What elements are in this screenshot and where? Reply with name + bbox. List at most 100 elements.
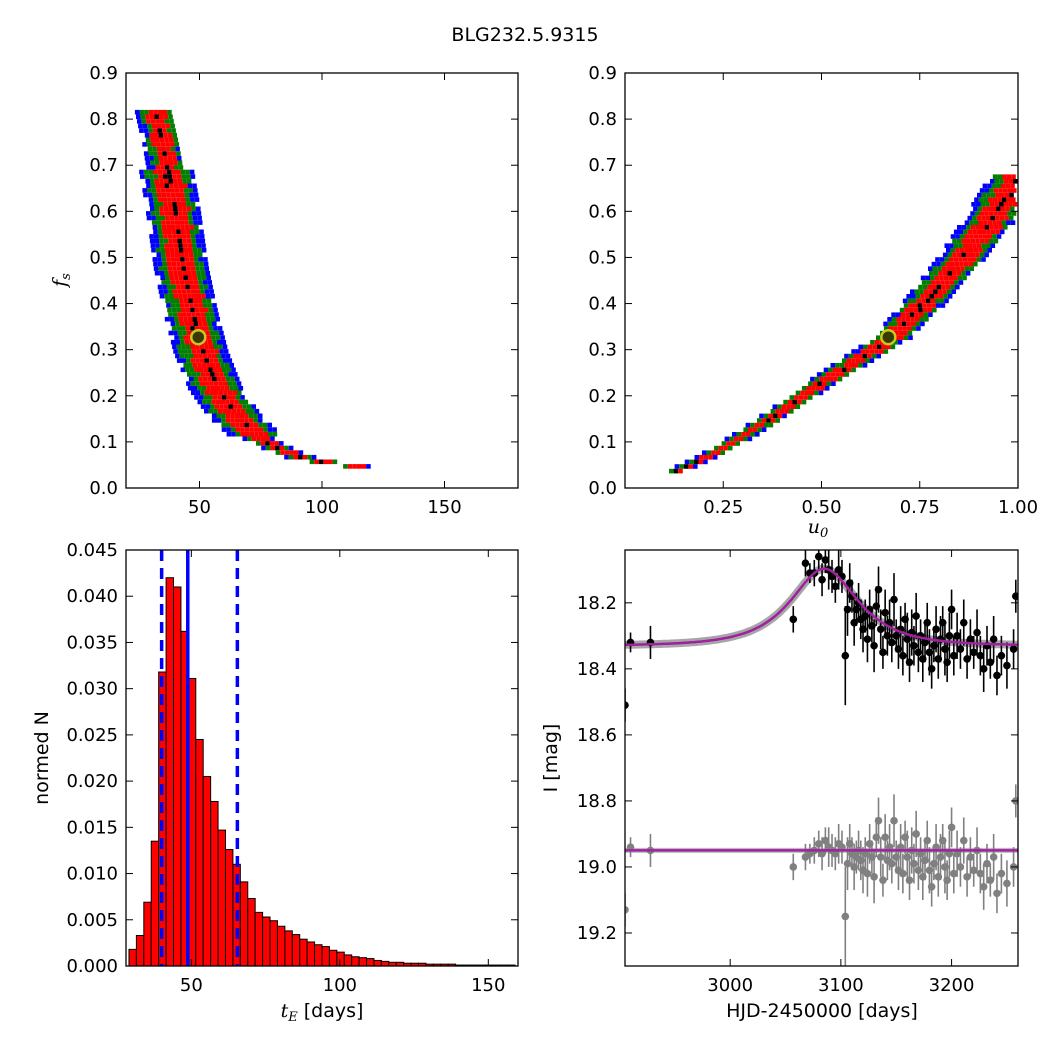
density-cell — [216, 413, 222, 419]
density-cell — [201, 247, 207, 253]
density-cell — [688, 464, 693, 469]
density-cell — [959, 234, 965, 239]
density-cell — [361, 464, 367, 469]
density-cell — [214, 372, 220, 377]
density-cell — [893, 340, 898, 345]
density-cell — [217, 326, 223, 331]
residual-point — [870, 873, 878, 881]
residual-point — [956, 863, 965, 871]
histogram-bar — [254, 911, 264, 967]
density-cell — [931, 280, 936, 285]
density-cell — [969, 220, 974, 225]
density-cell — [145, 137, 151, 143]
density-cell — [196, 372, 201, 377]
density-cell — [817, 381, 822, 386]
density-cell — [931, 261, 937, 267]
density-cell — [189, 224, 194, 230]
density-cell — [170, 192, 176, 198]
density-cell — [182, 238, 187, 244]
residual-point — [989, 853, 998, 861]
density-cell — [189, 321, 194, 327]
density-cell — [221, 339, 227, 345]
density-cell — [807, 395, 813, 400]
density-cell — [211, 353, 217, 359]
density-cell — [201, 385, 207, 391]
histogram-bar — [343, 954, 353, 967]
density-cell — [743, 436, 748, 442]
density-cell — [952, 238, 957, 244]
residual-point — [874, 816, 883, 825]
density-cell — [147, 188, 152, 193]
density-cell — [195, 358, 200, 363]
density-cell — [171, 224, 176, 230]
density-cell — [215, 335, 221, 340]
density-cell — [170, 123, 175, 129]
density-cell — [801, 386, 807, 391]
density-cell — [196, 293, 202, 299]
density-cell — [184, 224, 190, 230]
density-cell — [981, 229, 987, 235]
density-cell — [828, 367, 833, 373]
density-cell — [189, 280, 194, 285]
density-cell — [993, 225, 999, 230]
density-cell — [929, 271, 934, 276]
density-cell — [244, 418, 249, 423]
data-point — [870, 641, 878, 650]
density-cell — [150, 160, 155, 166]
density-cell — [184, 303, 190, 308]
density-cell — [932, 266, 938, 271]
density-cell — [167, 289, 173, 294]
data-point — [943, 658, 951, 667]
density-cell — [193, 220, 198, 225]
density-cell — [967, 229, 973, 235]
density-cell — [207, 339, 213, 345]
density-cell — [782, 413, 787, 419]
density-cell — [159, 270, 164, 276]
density-cell — [997, 197, 1002, 202]
density-cell — [969, 234, 974, 239]
density-cell — [952, 252, 957, 258]
density-cell — [174, 142, 180, 147]
density-cell — [272, 431, 278, 437]
data-point — [801, 559, 810, 568]
density-cell — [188, 353, 194, 359]
density-cell — [860, 358, 865, 363]
density-cell — [195, 312, 201, 317]
density-cell — [1005, 206, 1010, 212]
density-cell — [254, 408, 260, 414]
density-cell — [195, 390, 201, 396]
density-cell — [153, 169, 158, 175]
density-cell — [153, 229, 158, 235]
density-cell — [925, 275, 930, 281]
data-point — [969, 648, 978, 657]
density-cell — [743, 427, 748, 432]
density-cell — [145, 160, 151, 166]
density-cell — [158, 289, 164, 294]
density-cell — [964, 234, 970, 239]
density-cell — [907, 330, 913, 336]
density-cell — [209, 358, 214, 363]
density-cell — [194, 229, 200, 235]
density-cell — [876, 353, 881, 359]
density-cell — [818, 390, 824, 396]
density-cell — [152, 146, 157, 152]
density-cell — [702, 450, 707, 455]
density-cell — [775, 418, 780, 423]
density-cell — [222, 408, 227, 414]
density-cell — [185, 229, 190, 235]
density-cell — [982, 234, 988, 239]
y-tick-label: 0.8 — [588, 109, 617, 130]
data-point — [905, 658, 914, 667]
density-cell — [144, 132, 150, 138]
density-cell — [174, 215, 179, 221]
density-cell — [203, 303, 208, 308]
residual-point — [953, 849, 961, 858]
density-cell — [170, 188, 175, 193]
density-cell — [960, 266, 965, 271]
density-cell — [163, 201, 168, 207]
density-cell — [839, 363, 845, 368]
density-cell — [187, 385, 193, 391]
density-cell — [191, 293, 197, 299]
density-cell — [863, 344, 868, 350]
residual-point — [927, 882, 936, 891]
